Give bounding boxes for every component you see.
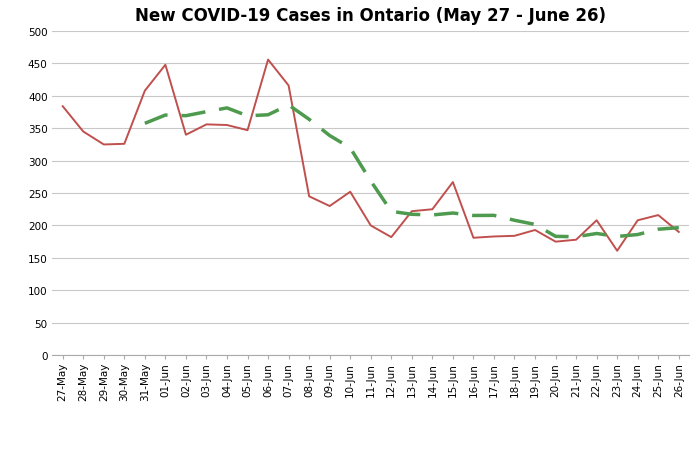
- Title: New COVID-19 Cases in Ontario (May 27 - June 26): New COVID-19 Cases in Ontario (May 27 - …: [135, 7, 606, 25]
